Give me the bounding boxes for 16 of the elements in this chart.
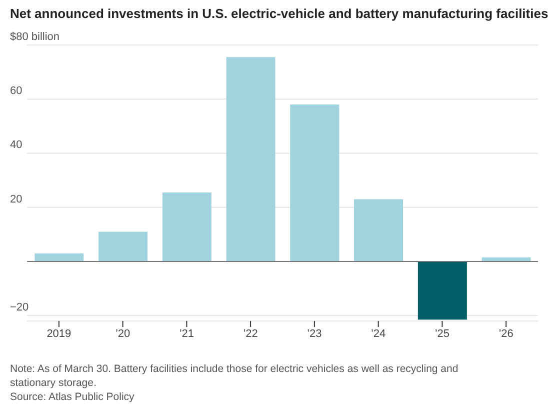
y-tick-label: 20 [10,193,22,206]
y-tick-label: 40 [10,139,22,152]
y-tick-label: 60 [10,85,22,98]
x-tick-label: ’22 [243,328,258,340]
x-tick-label: ’24 [370,328,386,340]
text: Note: As of March 30. Battery facilities include those for electric vehicles as well as recycling and stationary storage. [10,362,460,390]
x-tick-label: ’26 [498,328,514,340]
source-note: Source: Atlas Public Policy [10,390,136,404]
x-tick-label: ’25 [434,328,450,340]
x-tick-label: 2019 [46,328,72,340]
x-tick-label: ’20 [115,328,130,340]
y-tick-label: −20 [10,302,29,314]
chart-title: Net announced investments in U.S. electric-vehicle and battery manufacturing facilities [10,6,548,21]
x-tick-label: ’21 [179,328,194,340]
y-tick-label: $80 billion [10,31,60,43]
x-tick-label: ’23 [307,328,322,340]
